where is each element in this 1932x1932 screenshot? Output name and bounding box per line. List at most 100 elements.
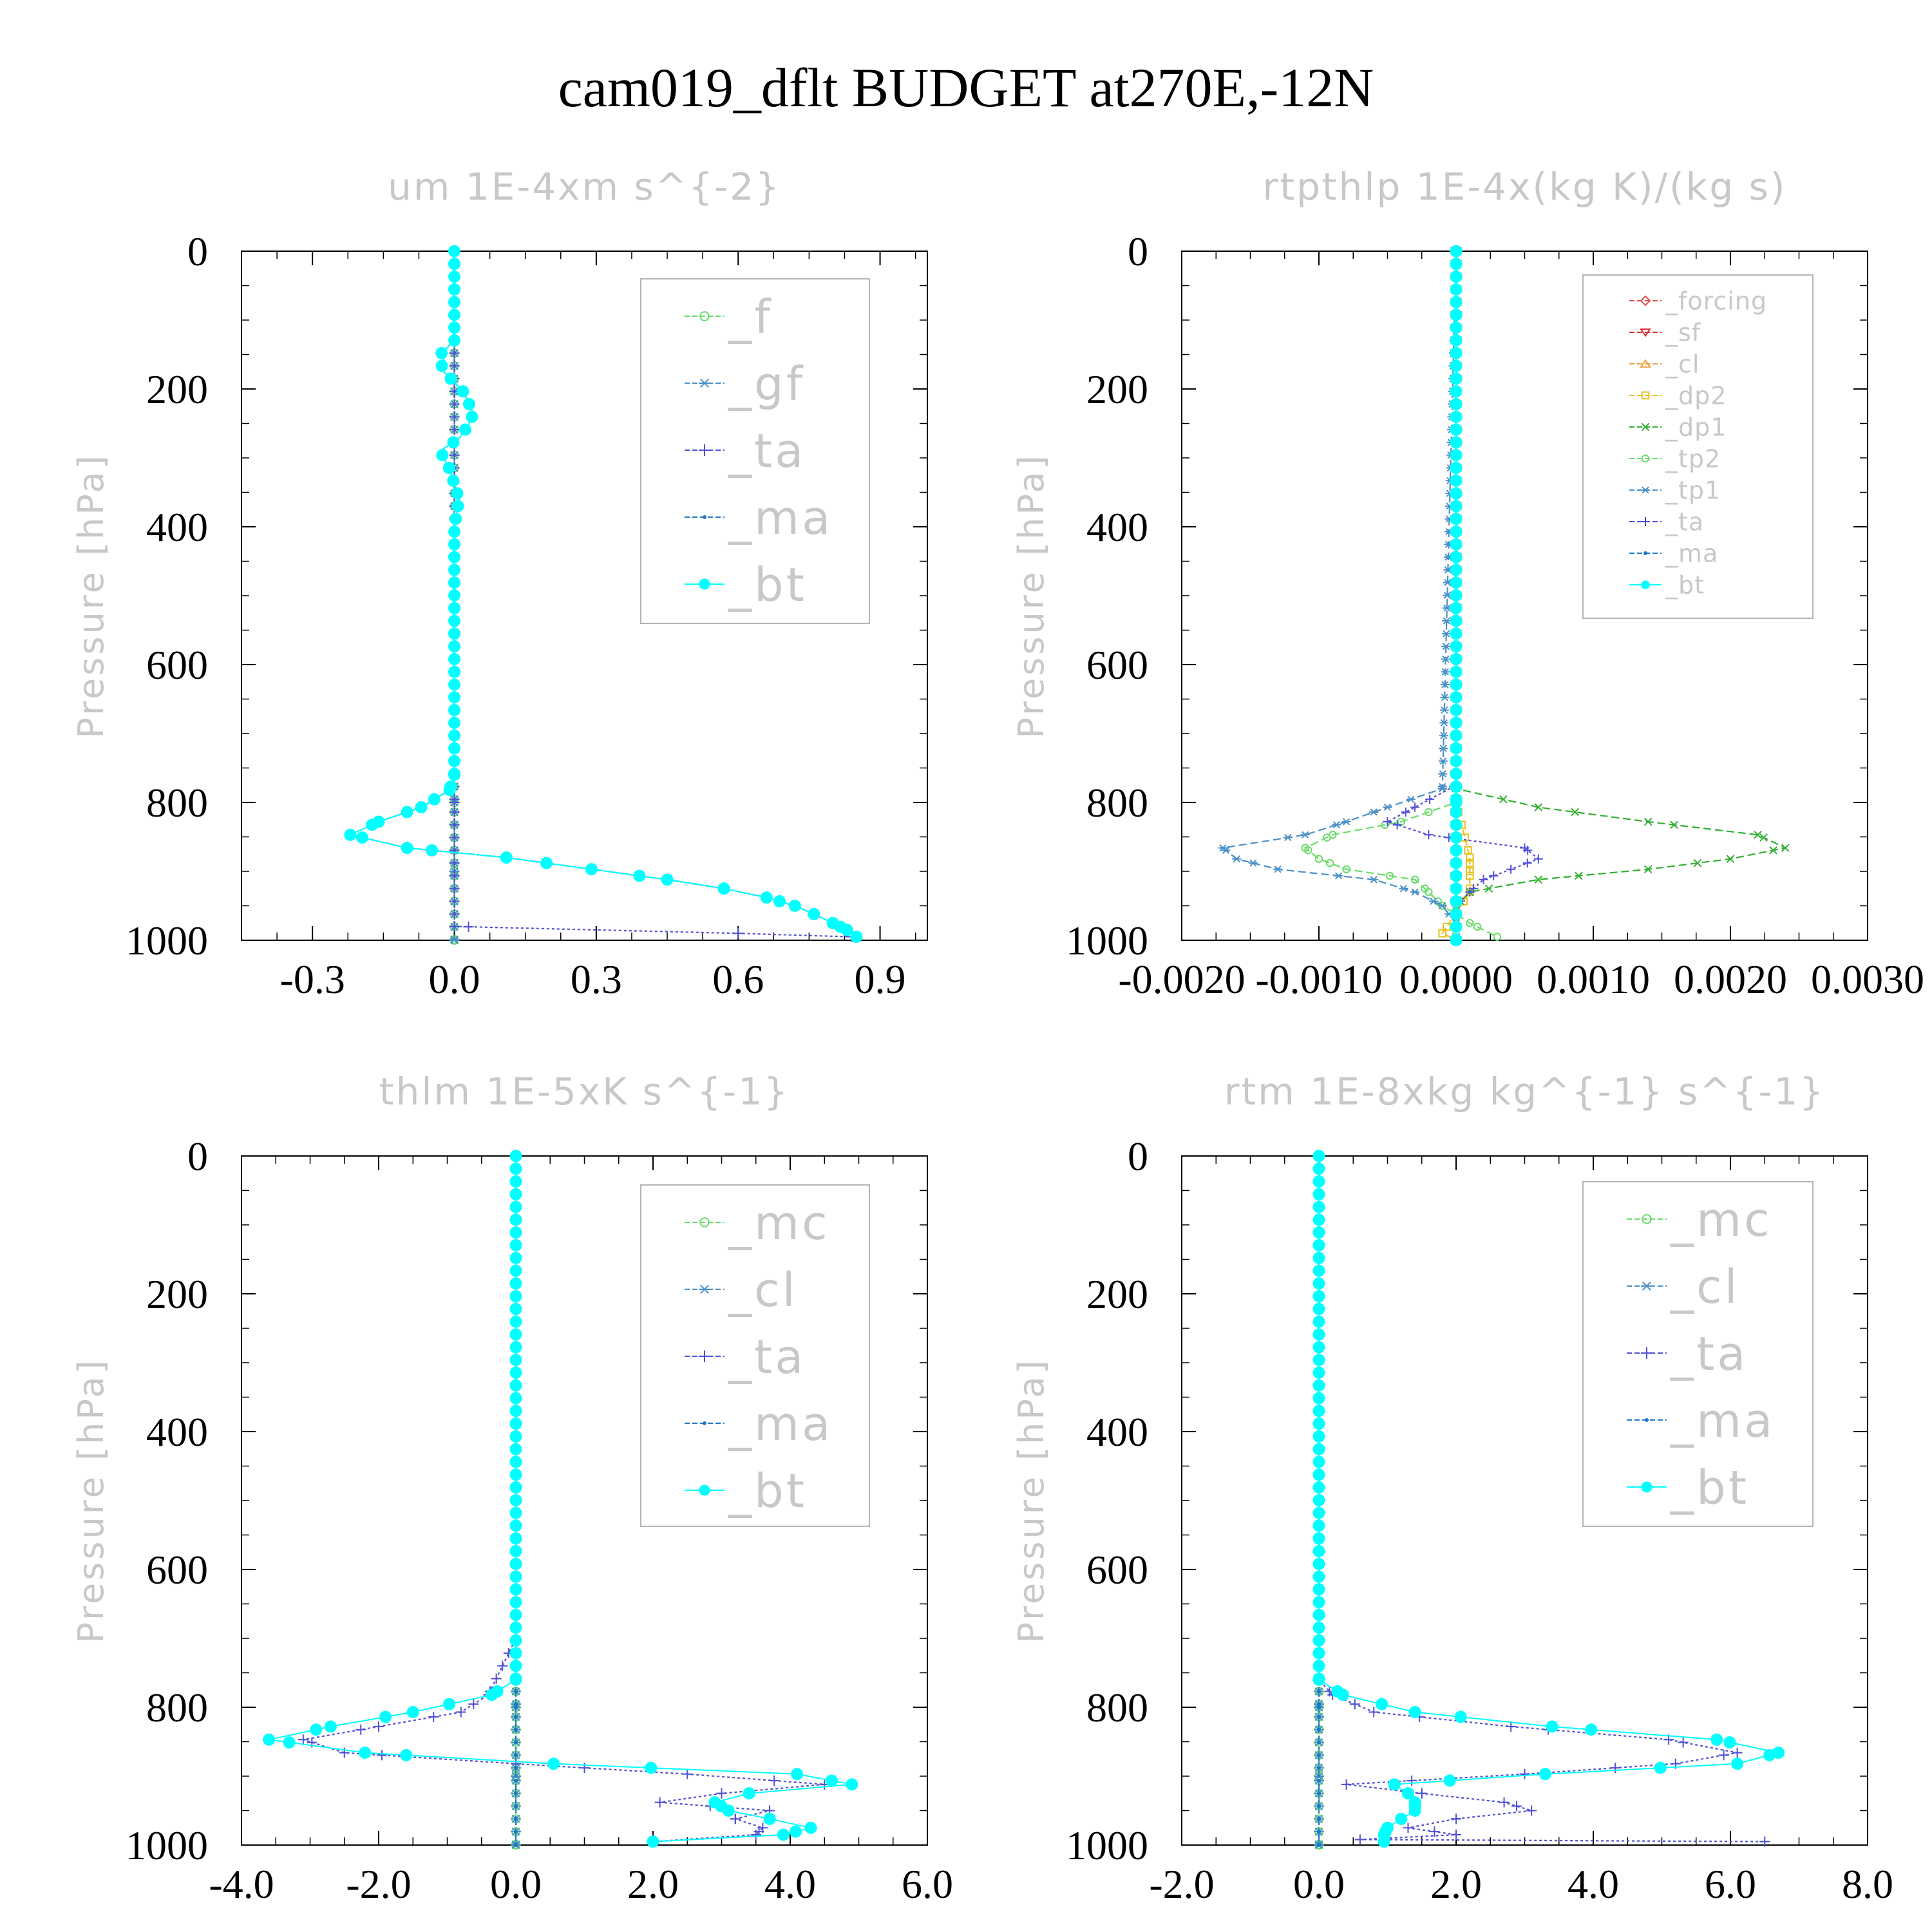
x-tick-label: 0.0000 xyxy=(1399,956,1513,1002)
data-point xyxy=(449,921,460,932)
data-point xyxy=(486,1689,498,1701)
data-point xyxy=(497,1660,508,1671)
data-point xyxy=(1732,1747,1743,1758)
legend-box xyxy=(1582,1181,1814,1527)
data-point xyxy=(1450,614,1463,627)
x-tick-label: 6.0 xyxy=(1705,1861,1756,1907)
legend: _mc _cl _ta _ma _bt xyxy=(640,1184,870,1527)
data-point xyxy=(514,1804,518,1808)
data-point xyxy=(1450,296,1463,308)
legend-marker xyxy=(703,515,706,519)
data-point xyxy=(1450,704,1463,717)
data-point xyxy=(769,1775,780,1786)
data-point xyxy=(1726,855,1735,864)
legend-item-bt: _bt xyxy=(685,558,804,612)
data-point xyxy=(1312,1188,1325,1200)
data-point xyxy=(647,1835,659,1848)
data-point xyxy=(447,436,460,449)
data-point xyxy=(1450,576,1463,589)
data-point xyxy=(514,1817,518,1821)
data-point xyxy=(1450,742,1463,755)
data-point xyxy=(509,1583,522,1596)
panels: um 1E-4xm s^{-2} Pressure [hPa] 0 200 400 600… xyxy=(71,165,1924,1907)
data-point xyxy=(645,1761,658,1774)
data-point xyxy=(1466,919,1474,927)
data-point xyxy=(1317,1705,1321,1709)
data-point xyxy=(1450,844,1463,857)
y-tick-label: 400 xyxy=(1086,504,1148,550)
data-point xyxy=(448,245,461,258)
legend-item-ta: _ta xyxy=(1627,1327,1745,1381)
legend: _f _gf _ta _ma _bt xyxy=(640,278,870,624)
data-point xyxy=(1450,487,1463,500)
figure-title: cam019_dflt BUDGET at270E,-12N xyxy=(558,57,1374,118)
data-point xyxy=(448,576,461,589)
data-point xyxy=(1439,719,1449,727)
data-point xyxy=(1441,643,1451,650)
data-point xyxy=(448,601,461,614)
data-point xyxy=(1312,1660,1325,1672)
data-point xyxy=(509,1226,522,1239)
x-tick-label: -0.3 xyxy=(280,956,345,1002)
data-point xyxy=(1312,1673,1325,1686)
data-point xyxy=(509,1519,522,1532)
data-point xyxy=(448,742,461,755)
legend-item-ma: _ma xyxy=(685,491,830,545)
data-point xyxy=(449,806,460,817)
data-point xyxy=(1450,601,1463,614)
panel-title: um 1E-4xm s^{-2} xyxy=(388,165,781,209)
y-tick-label: 400 xyxy=(146,1409,208,1455)
legend-label: _bt xyxy=(728,1464,807,1518)
data-point xyxy=(509,1188,522,1200)
data-point xyxy=(1450,678,1463,691)
data-point xyxy=(509,1621,522,1634)
legend-box xyxy=(640,1184,870,1527)
data-point xyxy=(1450,869,1463,882)
data-point xyxy=(1416,1788,1427,1799)
data-point xyxy=(374,1721,384,1732)
data-point xyxy=(743,1787,755,1800)
data-point xyxy=(1317,1778,1321,1783)
data-point xyxy=(1369,876,1379,884)
panel-title: rtpthlp 1E-4x(kg K)/(kg s) xyxy=(1263,165,1787,209)
legend-marker xyxy=(703,1421,706,1425)
data-point xyxy=(449,832,460,843)
x-tick-label: 4.0 xyxy=(1567,1861,1619,1907)
data-point xyxy=(509,1609,522,1622)
data-point xyxy=(463,922,474,933)
data-point xyxy=(1523,846,1533,855)
legend-item-forcing: _forcing xyxy=(1629,287,1766,316)
data-point xyxy=(509,1213,522,1226)
x-tick-label: 0.0 xyxy=(429,956,480,1002)
data-point xyxy=(1574,871,1583,880)
data-point xyxy=(448,716,461,729)
data-point xyxy=(449,896,460,907)
data-point xyxy=(1385,871,1394,880)
data-point xyxy=(1723,1736,1736,1749)
data-point xyxy=(1450,831,1463,844)
data-point xyxy=(509,1545,522,1558)
data-point xyxy=(1312,1634,1325,1647)
data-point xyxy=(1450,258,1463,270)
legend-label: _bt xyxy=(1665,571,1705,600)
data-point xyxy=(633,869,646,882)
data-point xyxy=(1678,1737,1689,1748)
data-point xyxy=(428,1711,439,1722)
data-point xyxy=(1759,1836,1770,1847)
data-point xyxy=(1450,907,1463,920)
data-point xyxy=(447,474,460,487)
data-point xyxy=(448,564,461,576)
data-point xyxy=(1450,920,1463,933)
data-point xyxy=(509,1251,522,1264)
data-point xyxy=(1312,1468,1325,1481)
legend-marker xyxy=(1641,1481,1653,1493)
legend-label: _ta xyxy=(1665,508,1704,536)
data-point xyxy=(1312,1455,1325,1468)
data-point xyxy=(1450,525,1463,538)
data-point xyxy=(1466,858,1474,867)
data-point xyxy=(1312,1367,1325,1379)
y-tick-label: 200 xyxy=(1086,1271,1148,1317)
y-tick-label: 600 xyxy=(1086,1547,1148,1593)
legend-item-ma: _ma xyxy=(1629,540,1718,568)
